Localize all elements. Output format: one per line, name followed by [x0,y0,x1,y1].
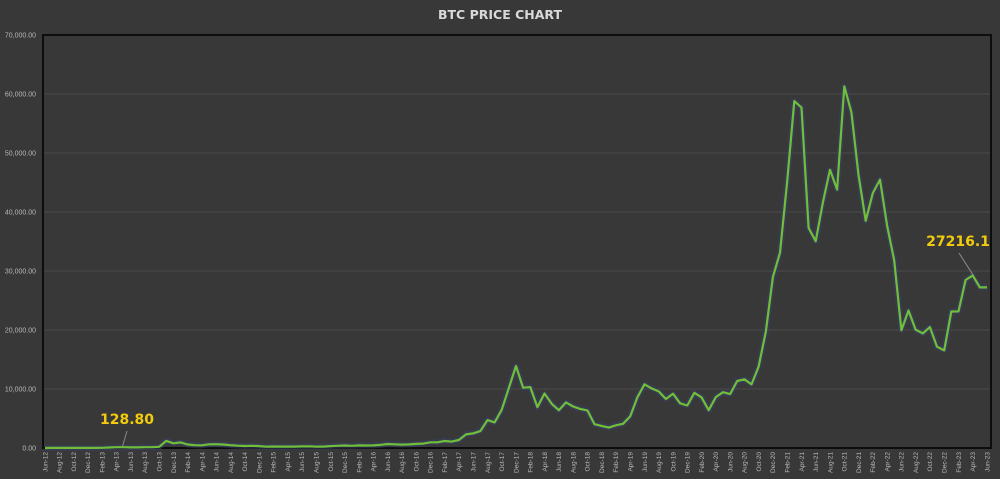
x-tick-label: Dec-12 [85,452,92,473]
x-tick-label: Aug-21 [827,452,834,473]
x-tick-label: Dec-15 [342,452,349,473]
x-tick-label: Oct-12 [71,452,78,472]
x-tick-label: Apr-19 [627,452,634,472]
x-tick-label: Oct-15 [328,452,335,472]
x-tick-label: Jun-20 [727,452,734,472]
x-tick-label: Apr-18 [542,452,549,472]
x-tick-label: Dec-14 [256,452,263,473]
x-tick-label: Aug-13 [142,452,149,473]
x-tick-label: Feb-23 [956,452,963,473]
x-tick-label: Oct-13 [156,452,163,472]
x-tick-label: Jun-21 [813,452,820,472]
x-tick-label: Oct-17 [499,452,506,472]
x-tick-label: Jun-23 [984,452,991,472]
x-tick-label: Apr-21 [799,452,806,472]
y-tick-label: 10,000.00 [5,387,36,394]
x-tick-label: Oct-18 [585,452,592,472]
x-tick-label: Apr-23 [970,452,977,472]
y-axis: 0.00 10,000.00 20,000.00 30,000.00 40,000.00… [5,33,36,453]
x-tick-label: Aug-19 [656,452,663,473]
x-tick-label: Dec-17 [513,452,520,473]
x-tick-label: Dec-19 [685,452,692,473]
x-tick-label: Dec-22 [941,452,948,473]
x-tick-label: Apr-15 [285,452,292,472]
x-tick-label: Oct-14 [242,452,249,472]
x-tick-label: Aug-15 [313,452,320,473]
x-tick-label: Jun-19 [642,452,649,472]
x-tick-label: Dec-18 [599,452,606,473]
x-tick-label: Feb-15 [271,452,278,473]
x-tick-label: Feb-14 [185,452,192,473]
x-tick-label: Oct-19 [670,452,677,472]
x-tick-label: Aug-22 [913,452,920,473]
x-tick-label: Feb-17 [442,452,449,473]
x-axis: Jun-12 Aug-12 Oct-12 Dec-12 Feb-13 Apr-13 Jun-… [42,452,991,473]
x-tick-label: Feb-22 [870,452,877,473]
x-tick-label: Feb-13 [99,452,106,473]
x-tick-label: Apr-20 [713,452,720,472]
annotation-label: 27216.1 [926,234,990,250]
plot-area [42,34,992,449]
x-tick-label: Feb-20 [699,452,706,473]
x-tick-label: Aug-14 [228,452,235,473]
x-tick-label: Feb-18 [528,452,535,473]
x-tick-label: Aug-17 [485,452,492,473]
x-tick-label: Jun-14 [214,452,221,472]
y-tick-label: 30,000.00 [5,269,36,276]
x-tick-label: Jun-15 [299,452,306,472]
series-line [44,85,987,450]
x-tick-label: Jun-18 [556,452,563,472]
annotations: 128.80 27216.1 [100,234,990,447]
x-tick-label: Aug-20 [742,452,749,473]
x-tick-label: Feb-16 [356,452,363,473]
x-tick-label: Feb-19 [613,452,620,473]
annotation-label: 128.80 [100,412,154,428]
x-tick-label: Dec-16 [428,452,435,473]
y-tick-label: 70,000.00 [5,33,36,40]
x-tick-label: Dec-21 [856,452,863,473]
x-tick-label: Jun-13 [128,452,135,472]
x-tick-label: Jun-12 [42,452,49,472]
x-tick-label: Oct-22 [927,452,934,472]
y-tick-label: 20,000.00 [5,328,36,335]
y-tick-label: 40,000.00 [5,210,36,217]
y-tick-label: 50,000.00 [5,151,36,158]
x-tick-label: Aug-16 [399,452,406,473]
y-tick-label: 0.00 [22,446,36,453]
x-tick-label: Jun-17 [470,452,477,472]
x-tick-label: Oct-16 [413,452,420,472]
x-tick-label: Apr-16 [371,452,378,472]
x-tick-label: Apr-14 [199,452,206,472]
x-tick-label: Aug-12 [57,452,64,473]
y-tick-label: 60,000.00 [5,92,36,99]
annotation-leader [958,252,974,275]
gridlines [43,93,991,390]
x-tick-label: Oct-21 [842,452,849,472]
chart-title: BTC PRICE CHART [438,7,562,22]
x-tick-label: Apr-22 [884,452,891,472]
x-tick-label: Jun-16 [385,452,392,472]
x-tick-label: Apr-13 [114,452,121,472]
x-tick-label: Aug-18 [570,452,577,473]
series-glow [44,83,987,451]
price-series [44,83,987,451]
x-tick-label: Dec-20 [770,452,777,473]
x-tick-label: Oct-20 [756,452,763,472]
x-tick-label: Jun-22 [899,452,906,472]
x-tick-label: Dec-13 [171,452,178,473]
x-tick-label: Apr-17 [456,452,463,472]
x-tick-label: Feb-21 [784,452,791,473]
annotation-leader [122,430,128,447]
